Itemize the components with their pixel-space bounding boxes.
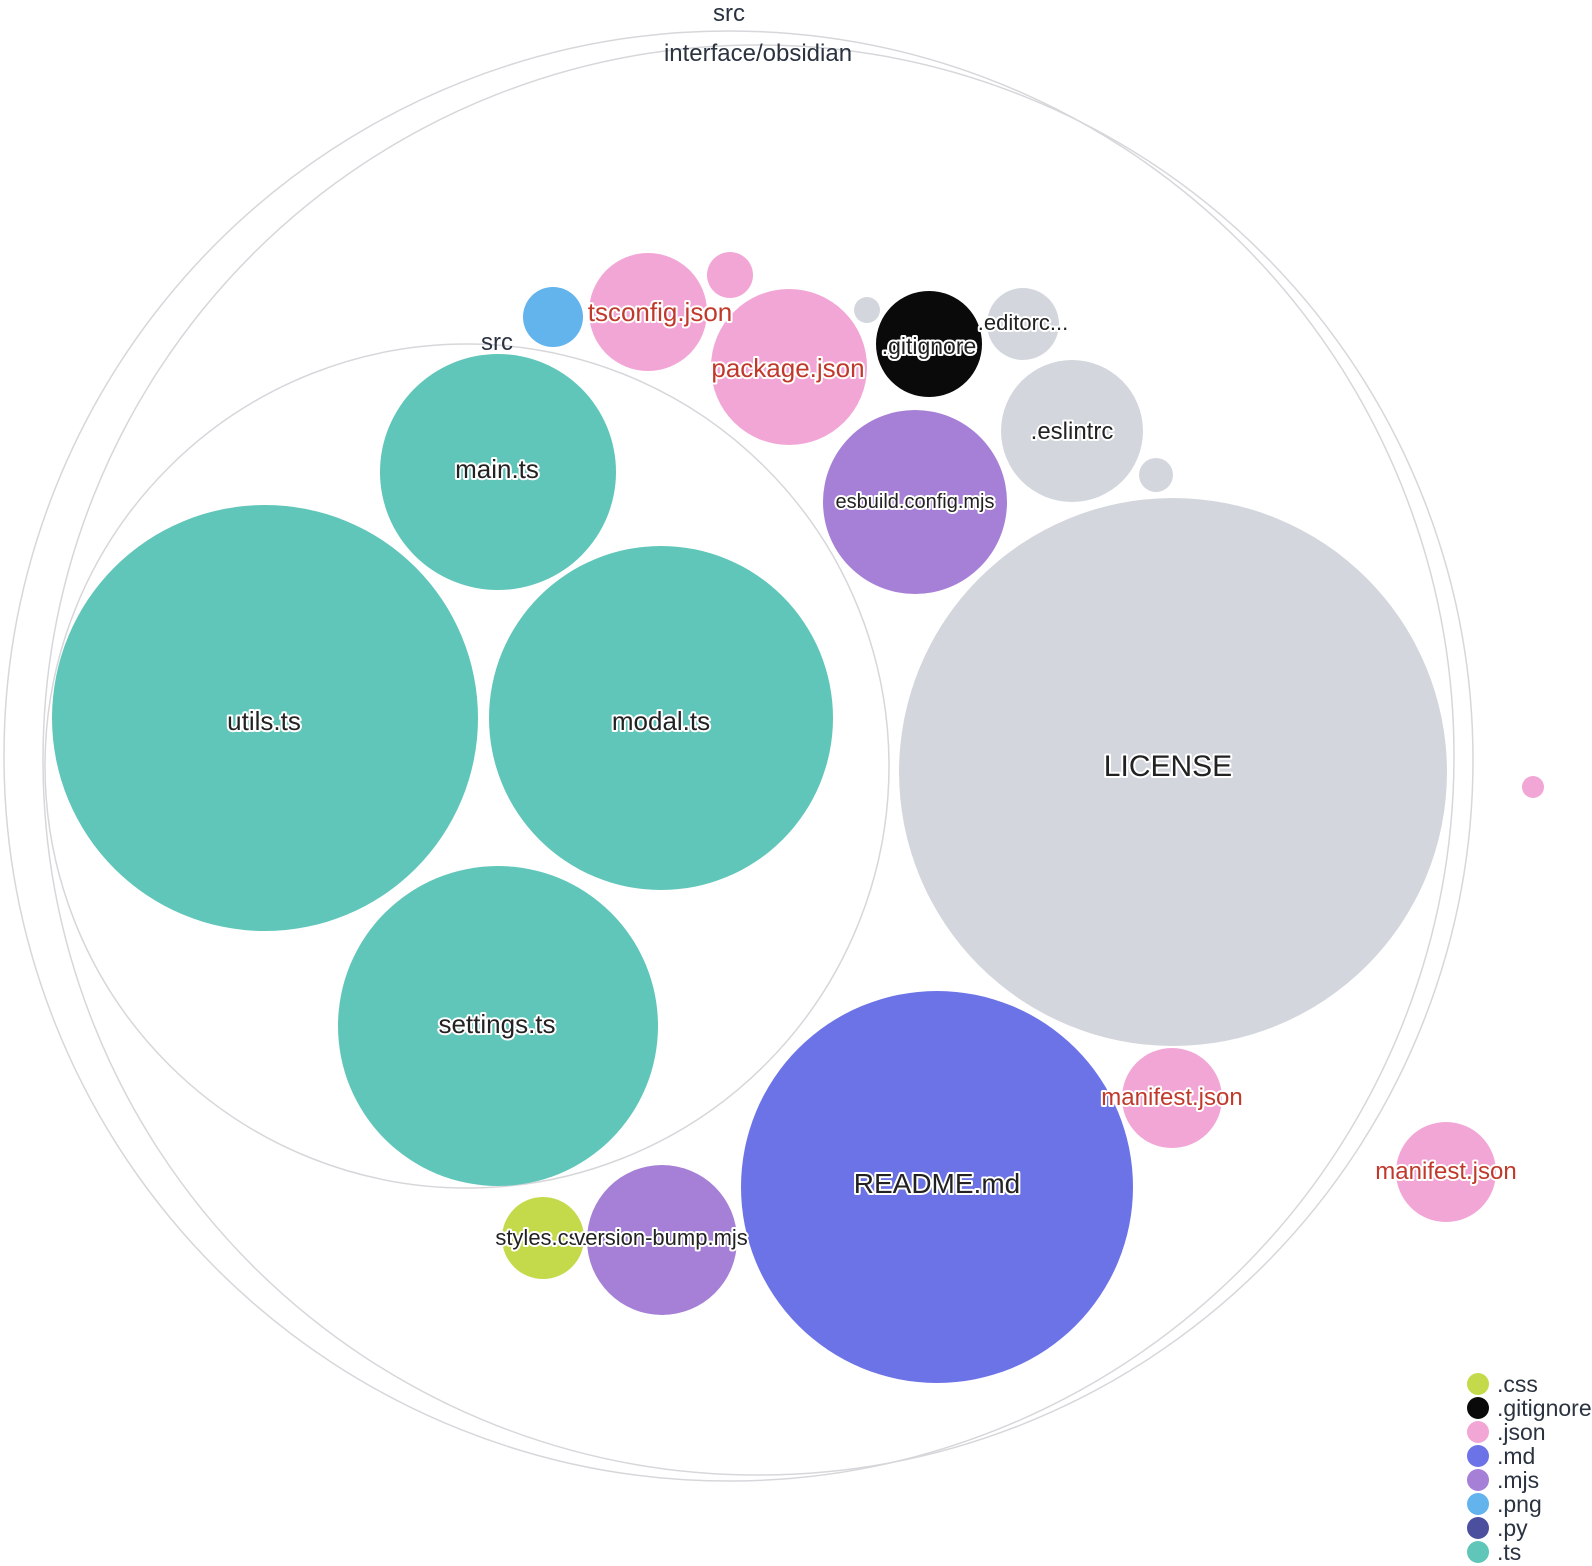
svg-text:.json: .json (1497, 1419, 1546, 1445)
svg-text:main.ts: main.ts (455, 454, 539, 484)
svg-text:tsconfig.json: tsconfig.json (588, 297, 733, 327)
svg-text:.py: .py (1497, 1515, 1528, 1541)
svg-text:.gitignore: .gitignore (882, 333, 977, 359)
svg-text:modal.ts: modal.ts (612, 706, 710, 736)
svg-text:.ts: .ts (1497, 1539, 1521, 1565)
svg-text:.md: .md (1497, 1443, 1535, 1469)
svg-text:.mjs: .mjs (1497, 1467, 1539, 1493)
svg-text:LICENSE: LICENSE (1104, 750, 1232, 783)
svg-text:utils.ts: utils.ts (227, 706, 301, 736)
svg-text:.eslintrc: .eslintrc (1031, 418, 1114, 445)
svg-text:settings.ts: settings.ts (438, 1009, 555, 1039)
svg-text:README.md: README.md (854, 1168, 1020, 1199)
svg-text:esbuild.config.mjs: esbuild.config.mjs (836, 491, 995, 513)
svg-text:version-bump.mjs: version-bump.mjs (574, 1225, 748, 1250)
svg-text:src: src (713, 0, 745, 27)
svg-text:.png: .png (1497, 1491, 1542, 1517)
svg-text:.gitignore: .gitignore (1497, 1395, 1592, 1421)
svg-text:.css: .css (1497, 1371, 1538, 1397)
svg-text:interface/obsidian: interface/obsidian (664, 40, 852, 67)
svg-text:.editorc...: .editorc... (978, 310, 1068, 335)
svg-text:package.json: package.json (711, 353, 864, 383)
svg-text:src: src (481, 329, 513, 356)
svg-text:manifest.json: manifest.json (1375, 1158, 1516, 1185)
svg-text:manifest.json: manifest.json (1101, 1084, 1242, 1111)
